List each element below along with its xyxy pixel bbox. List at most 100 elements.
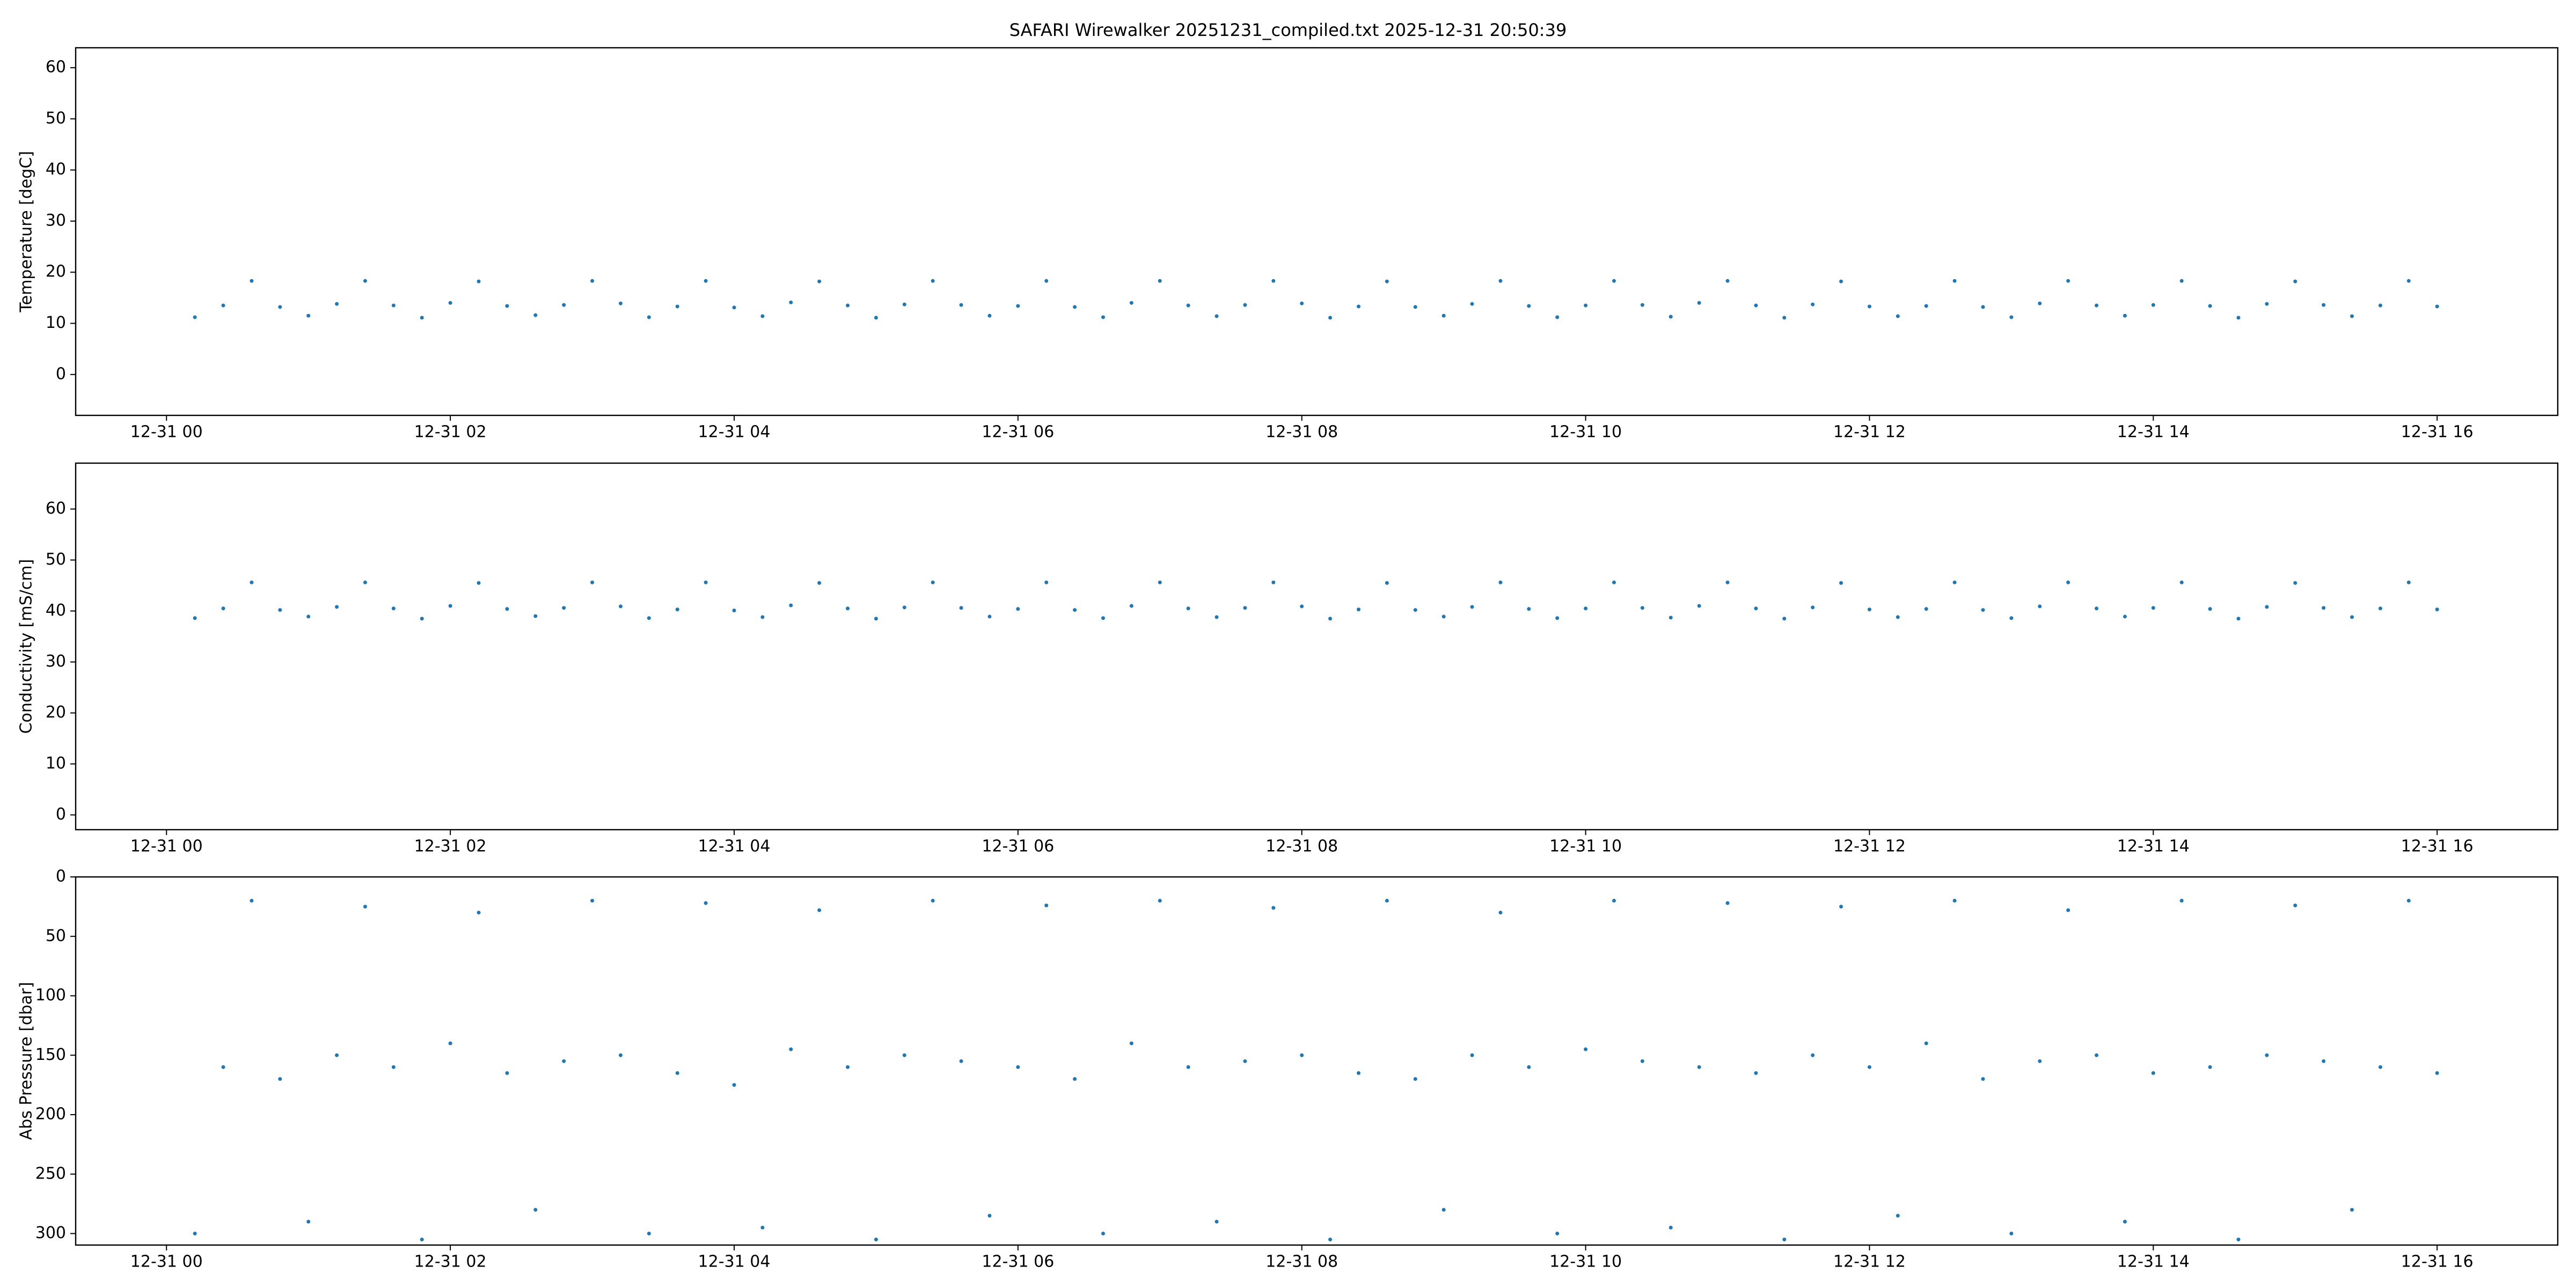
data-point — [732, 609, 736, 613]
data-point — [1214, 615, 1219, 619]
data-point — [1839, 904, 1843, 909]
data-point — [2406, 580, 2411, 584]
data-point — [221, 1065, 225, 1069]
data-point — [789, 300, 793, 304]
data-point — [1385, 581, 1389, 585]
data-point — [2322, 606, 2326, 610]
data-point — [1584, 1047, 1588, 1051]
data-point — [1725, 901, 1730, 905]
data-point — [675, 1071, 679, 1075]
data-point — [959, 606, 963, 610]
data-point — [1725, 279, 1730, 283]
x-tick-label: 12-31 00 — [130, 837, 203, 856]
data-point — [1612, 580, 1616, 584]
data-point — [2236, 617, 2241, 621]
data-point — [1413, 305, 1417, 309]
data-point — [1584, 606, 1588, 611]
data-point — [477, 581, 481, 585]
y-tick-label: 100 — [35, 986, 66, 1005]
y-tick-label: 200 — [35, 1105, 66, 1124]
y-tick-label: 30 — [46, 211, 66, 230]
data-point — [1527, 1065, 1531, 1069]
data-point — [2265, 302, 2269, 306]
data-point — [1896, 615, 1900, 619]
data-point — [2378, 606, 2382, 611]
data-point — [562, 1059, 566, 1063]
data-point — [902, 605, 906, 610]
data-point — [590, 898, 595, 903]
axes-frame — [75, 462, 2559, 831]
data-point — [2265, 1053, 2269, 1057]
data-point — [306, 1219, 311, 1224]
data-point — [1839, 581, 1843, 585]
data-point — [2350, 1208, 2354, 1212]
x-tick-label: 12-31 14 — [2117, 423, 2190, 442]
data-point — [817, 279, 822, 283]
data-point — [2151, 606, 2155, 610]
data-point — [477, 279, 481, 283]
data-point — [1640, 1059, 1644, 1063]
data-point — [1896, 1213, 1900, 1218]
data-point — [562, 606, 566, 610]
data-point — [420, 316, 424, 320]
data-point — [2293, 279, 2297, 283]
data-point — [2208, 304, 2212, 308]
data-point — [1385, 898, 1389, 903]
data-point — [959, 1059, 963, 1063]
y-tick-label: 30 — [46, 652, 66, 671]
data-point — [250, 580, 254, 584]
data-point — [1782, 1238, 1787, 1242]
data-point — [1697, 604, 1701, 608]
data-point — [1811, 1053, 1815, 1057]
data-point — [760, 615, 765, 619]
data-point — [987, 313, 992, 318]
data-point — [1357, 1071, 1361, 1075]
data-point — [1413, 1077, 1417, 1081]
data-point — [1101, 315, 1106, 319]
data-point — [250, 279, 254, 283]
data-point — [874, 316, 878, 320]
data-point — [1668, 616, 1673, 620]
data-point — [2378, 1065, 2382, 1069]
data-point — [505, 1071, 509, 1075]
y-tick-label: 0 — [56, 867, 66, 886]
x-tick-label: 12-31 16 — [2401, 423, 2473, 442]
data-point — [1498, 910, 1503, 914]
data-point — [1300, 1053, 1304, 1057]
data-point — [2293, 903, 2297, 908]
data-point — [1782, 316, 1787, 320]
data-point — [1754, 606, 1758, 611]
data-point — [1952, 580, 1957, 584]
data-point — [391, 606, 396, 611]
data-point — [1271, 279, 1276, 283]
y-tick-label: 50 — [46, 550, 66, 569]
data-point — [2322, 303, 2326, 307]
data-point — [278, 1077, 282, 1081]
data-point — [931, 898, 935, 903]
data-point — [1498, 580, 1503, 584]
y-axis-label: Abs Pressure [dbar] — [17, 982, 36, 1140]
data-point — [1413, 608, 1417, 612]
data-point — [420, 1238, 424, 1242]
data-point — [1640, 303, 1644, 307]
data-point — [1073, 305, 1077, 309]
data-point — [704, 901, 708, 905]
data-point — [1640, 606, 1644, 610]
data-point — [1214, 314, 1219, 318]
data-point — [363, 904, 367, 909]
data-point — [335, 1053, 339, 1057]
data-point — [1754, 303, 1758, 308]
x-tick-label: 12-31 06 — [982, 1253, 1054, 1271]
data-point — [2066, 908, 2070, 912]
data-point — [1527, 304, 1531, 308]
data-point — [2123, 1219, 2127, 1224]
data-point — [618, 1053, 623, 1057]
data-point — [363, 580, 367, 584]
x-tick-label: 12-31 06 — [982, 837, 1054, 856]
y-axis-label: Temperature [degC] — [17, 151, 36, 312]
data-point — [1896, 314, 1900, 318]
data-point — [505, 304, 509, 308]
data-point — [363, 279, 367, 283]
chart-title: SAFARI Wirewalker 20251231_compiled.txt … — [1009, 20, 1567, 40]
